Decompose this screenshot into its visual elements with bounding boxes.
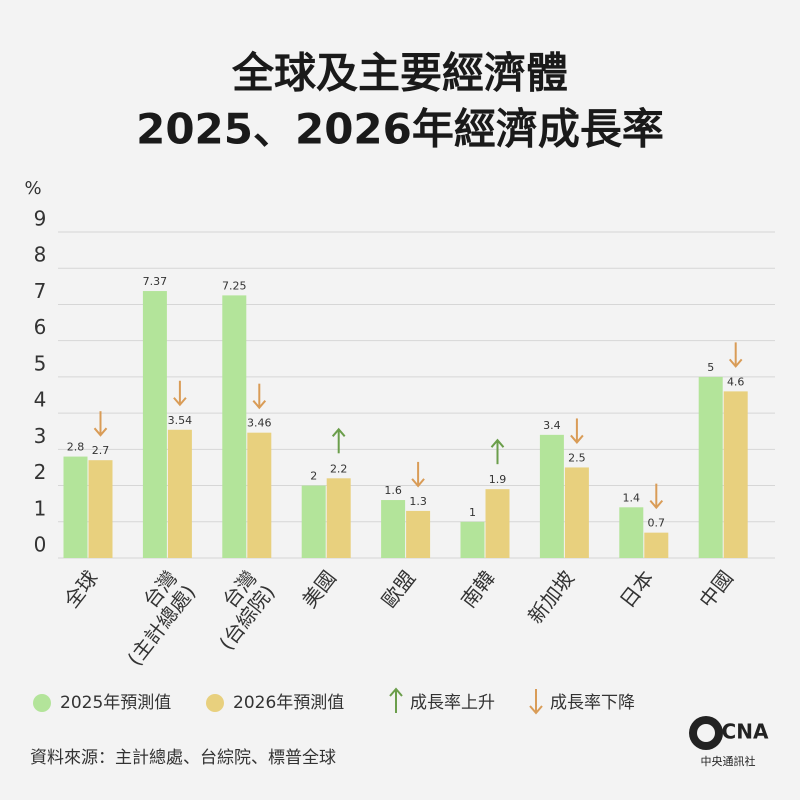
arrow-head	[490, 438, 505, 448]
value-label: 4.6	[727, 375, 745, 388]
arrow-head	[529, 705, 543, 715]
bar	[247, 432, 272, 558]
trend-arrow	[331, 427, 346, 454]
bar	[88, 460, 113, 558]
y-tick-label: 4	[34, 388, 47, 412]
value-label: 3.54	[168, 414, 193, 427]
legend-arrow	[529, 689, 543, 715]
legend-swatch	[206, 694, 224, 712]
y-tick-label: 8	[34, 243, 47, 267]
bar	[142, 291, 167, 558]
chart-title: 全球及主要經濟體	[231, 49, 568, 98]
y-tick-label: 3	[34, 424, 47, 448]
logo: CNA 中央通訊社	[689, 716, 769, 768]
trend-arrow	[252, 383, 267, 410]
value-label: 0.7	[648, 517, 666, 530]
trend-arrow	[570, 418, 584, 444]
arrow-head	[389, 687, 403, 697]
legend-arrow	[389, 687, 403, 713]
trend-arrow	[173, 380, 187, 407]
legend-label: 2025年預測值	[60, 693, 171, 713]
chart-title: 2025、2026年經濟成長率	[136, 105, 664, 154]
value-label: 1.4	[623, 491, 641, 504]
trend-arrow	[728, 342, 743, 368]
logo-caption: 中央通訊社	[701, 754, 756, 768]
logo-text: CNA	[722, 720, 769, 744]
trend-arrow	[490, 438, 505, 465]
value-label: 2.8	[67, 441, 85, 454]
arrow-head	[411, 478, 425, 488]
bar	[381, 500, 406, 558]
trend-arrow	[411, 461, 425, 488]
y-tick-label: 2	[34, 460, 47, 484]
value-label: 1	[469, 506, 476, 519]
arrow-head	[649, 499, 664, 510]
arrow-head	[728, 358, 743, 368]
bar	[485, 489, 510, 558]
y-tick-label: 0	[34, 533, 47, 557]
value-label: 1.6	[384, 484, 402, 497]
bar	[539, 434, 564, 558]
trend-arrow	[649, 483, 664, 510]
bar	[460, 521, 485, 558]
y-tick-label: 1	[34, 496, 47, 520]
trend-arrow	[93, 411, 108, 437]
value-label: 2.7	[92, 444, 110, 457]
bar	[619, 507, 644, 558]
bar	[723, 391, 748, 558]
value-label: 3.46	[247, 417, 272, 430]
legend-label: 成長率下降	[550, 693, 635, 713]
logo-mark	[697, 724, 715, 742]
bar	[698, 376, 723, 558]
arrow-head	[173, 397, 187, 407]
value-label: 1.9	[489, 473, 507, 486]
legend-label: 成長率上升	[410, 693, 495, 713]
arrow-head	[570, 434, 584, 444]
value-label: 3.4	[543, 419, 561, 432]
bar	[644, 532, 669, 558]
arrow-head	[252, 400, 267, 410]
bar	[564, 467, 589, 558]
source: 資料來源：主計總處、台綜院、標普全球	[30, 748, 336, 768]
bar	[301, 485, 326, 558]
y-tick-label: 7	[34, 279, 47, 303]
value-label: 2.2	[330, 462, 348, 475]
y-tick-label: 6	[34, 315, 47, 339]
y-axis-label: %	[24, 178, 41, 199]
legend-swatch	[33, 694, 51, 712]
value-label: 2	[310, 470, 317, 483]
arrow-head	[93, 427, 108, 437]
y-tick-label: 9	[34, 207, 47, 231]
bar	[406, 510, 431, 558]
value-label: 7.25	[222, 279, 247, 292]
bar	[326, 478, 351, 558]
legend-label: 2026年預測值	[233, 693, 344, 713]
arrow-head	[331, 427, 346, 437]
bar	[63, 456, 88, 558]
value-label: 5	[707, 361, 714, 374]
bar	[167, 429, 192, 558]
value-label: 7.37	[143, 275, 168, 288]
value-label: 1.3	[409, 495, 427, 508]
value-label: 2.5	[568, 451, 586, 464]
bar	[222, 295, 247, 558]
y-tick-label: 5	[34, 351, 47, 375]
